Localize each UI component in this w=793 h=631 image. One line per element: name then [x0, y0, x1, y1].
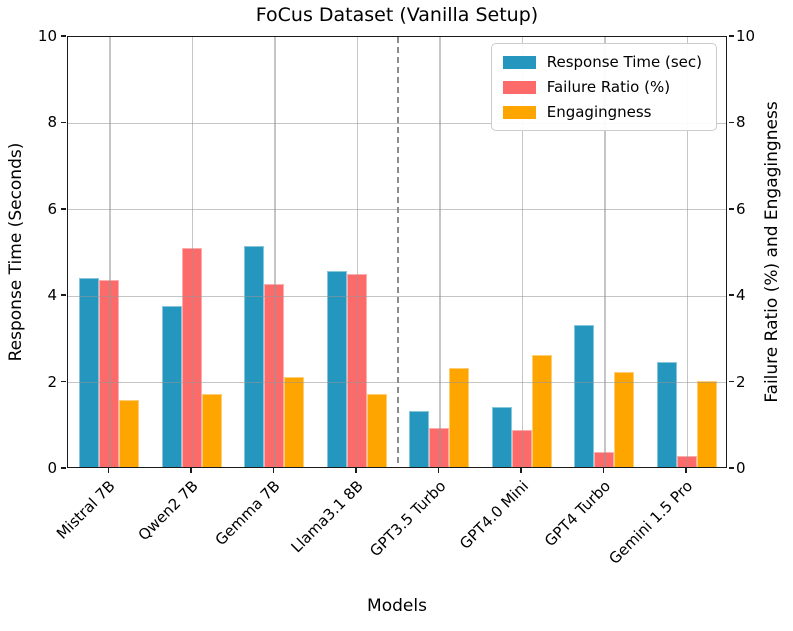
y-axis-label-left: Response Time (Seconds)	[6, 142, 26, 362]
bar-failure-ratio	[429, 428, 450, 467]
y-tick-mark-right	[728, 208, 734, 210]
legend-label-failure-ratio: Failure Ratio (%)	[546, 78, 671, 96]
bar-failure-ratio	[181, 247, 202, 467]
y-tick-mark-right	[728, 294, 734, 296]
bar-engagingness	[614, 372, 635, 467]
bar-response-time-sec	[409, 411, 430, 467]
legend-item-engagingness: Engagingness	[502, 103, 702, 121]
y-tick-mark-left	[60, 35, 66, 37]
x-axis-label: Models	[367, 596, 427, 616]
y-tick-label-left: 10	[37, 27, 57, 45]
y-tick-mark-left	[60, 121, 66, 124]
bar-failure-ratio	[264, 284, 285, 467]
y-tick-label-left: 6	[47, 199, 57, 218]
plot-area: Response Time (sec) Failure Ratio (%) Enga…	[67, 36, 727, 468]
y-tick-label-left: 8	[47, 113, 57, 132]
chart-title: FoCus Dataset (Vanilla Setup)	[255, 4, 539, 26]
bar-failure-ratio	[594, 451, 615, 467]
bar-failure-ratio	[676, 456, 697, 467]
x-tick-mark	[190, 468, 192, 473]
x-tick-mark	[272, 468, 274, 473]
y-tick-label-right: 0	[736, 459, 746, 477]
bar-response-time-sec	[656, 361, 677, 467]
x-tick-mark	[520, 468, 522, 473]
y-tick-mark-right	[728, 467, 734, 469]
y-axis-label-right: Failure Ratio (%) and Engagingness	[762, 101, 782, 403]
bar-engagingness	[119, 400, 140, 467]
legend-item-failure-ratio: Failure Ratio (%)	[502, 78, 702, 96]
y-tick-label-left: 4	[47, 286, 57, 305]
y-tick-mark-left	[60, 294, 66, 296]
x-tick-mark	[437, 468, 439, 473]
bar-engagingness	[531, 355, 552, 467]
y-tick-label-right: 8	[736, 113, 746, 132]
y-tick-mark-left	[60, 380, 66, 383]
bar-failure-ratio	[346, 273, 367, 467]
y-tick-mark-right	[728, 35, 734, 37]
bar-engagingness	[284, 376, 305, 467]
y-tick-mark-left	[60, 208, 66, 210]
vertical-gridline	[439, 37, 441, 467]
y-tick-label-left: 2	[47, 372, 57, 391]
bar-response-time-sec	[491, 406, 512, 467]
legend-swatch-response-time-sec	[502, 55, 536, 69]
y-tick-label-right: 2	[736, 372, 746, 391]
x-tick-mark	[685, 468, 687, 473]
bar-engagingness	[366, 393, 387, 467]
x-tick-mark	[355, 468, 357, 473]
bar-response-time-sec	[244, 245, 265, 467]
legend-swatch-failure-ratio	[502, 80, 536, 94]
bar-failure-ratio	[511, 430, 532, 467]
y-tick-label-right: 10	[736, 27, 756, 45]
bar-response-time-sec	[574, 325, 595, 467]
legend-item-response-time-sec: Response Time (sec)	[502, 53, 702, 71]
y-tick-mark-right	[728, 121, 734, 124]
legend-label-engagingness: Engagingness	[546, 103, 652, 121]
y-tick-label-left: 0	[47, 459, 57, 477]
x-tick-mark	[602, 468, 604, 473]
y-tick-label-right: 4	[736, 286, 746, 305]
bar-failure-ratio	[99, 279, 120, 467]
legend: Response Time (sec) Failure Ratio (%) Enga…	[490, 43, 717, 131]
legend-label-response-time-sec: Response Time (sec)	[546, 53, 702, 71]
bar-response-time-sec	[161, 305, 182, 467]
bar-engagingness	[201, 393, 222, 467]
y-tick-mark-left	[60, 467, 66, 469]
x-tick-mark	[107, 468, 109, 473]
bar-engagingness	[449, 368, 470, 467]
bar-response-time-sec	[79, 277, 100, 467]
y-tick-label-right: 6	[736, 199, 746, 218]
y-tick-mark-right	[728, 380, 734, 383]
legend-swatch-engagingness	[502, 105, 536, 119]
separator-line	[397, 37, 399, 467]
bar-engagingness	[696, 381, 717, 467]
bar-response-time-sec	[326, 271, 347, 467]
